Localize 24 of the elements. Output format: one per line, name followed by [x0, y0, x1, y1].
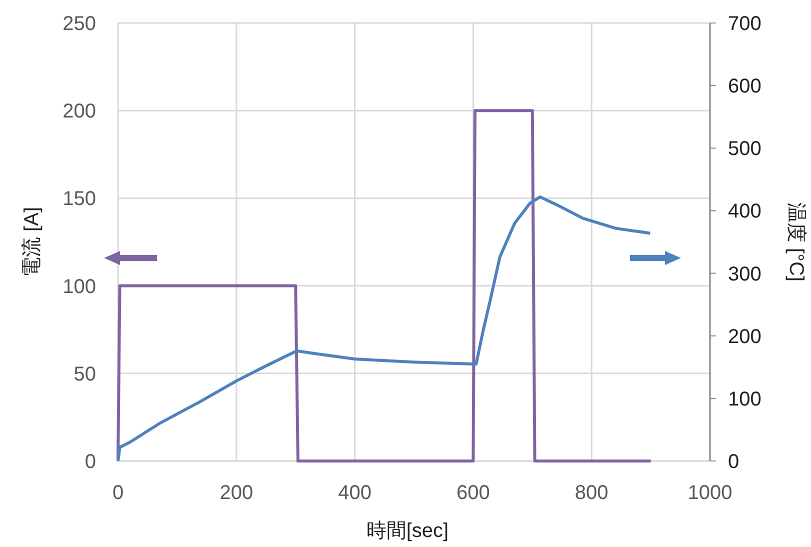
x-axis-title: 時間[sec]	[366, 520, 449, 542]
y2-tick-label: 700	[728, 13, 762, 35]
y2-tick-label: 300	[728, 263, 762, 286]
y2-tick-label: 100	[728, 388, 762, 410]
x-tick-label: 1000	[688, 482, 732, 504]
y-tick-label: 100	[62, 276, 96, 298]
line-series	[116, 195, 652, 462]
x-tick-label: 400	[338, 482, 372, 504]
y-tick-label: 50	[74, 363, 96, 386]
y2-tick-label: 600	[728, 76, 762, 98]
y2-tick-label: 400	[728, 200, 762, 223]
y2-tick-label: 200	[728, 326, 762, 348]
x-tick-label: 600	[456, 482, 490, 504]
x-tick-label: 800	[574, 482, 608, 504]
y-tick-label: 0	[84, 451, 96, 473]
y-tick-label: 250	[62, 13, 96, 35]
y2-axis-title: 温度 [°C]	[785, 202, 807, 282]
x-tick-label: 200	[220, 482, 254, 504]
y2-tick-label: 0	[728, 451, 740, 473]
y-tick-label: 150	[62, 188, 96, 210]
x-tick-label: 0	[112, 482, 124, 504]
y2-tick-label: 500	[728, 138, 762, 160]
y-tick-label: 200	[62, 100, 96, 123]
y-axis-title: 電流 [A]	[21, 206, 43, 278]
